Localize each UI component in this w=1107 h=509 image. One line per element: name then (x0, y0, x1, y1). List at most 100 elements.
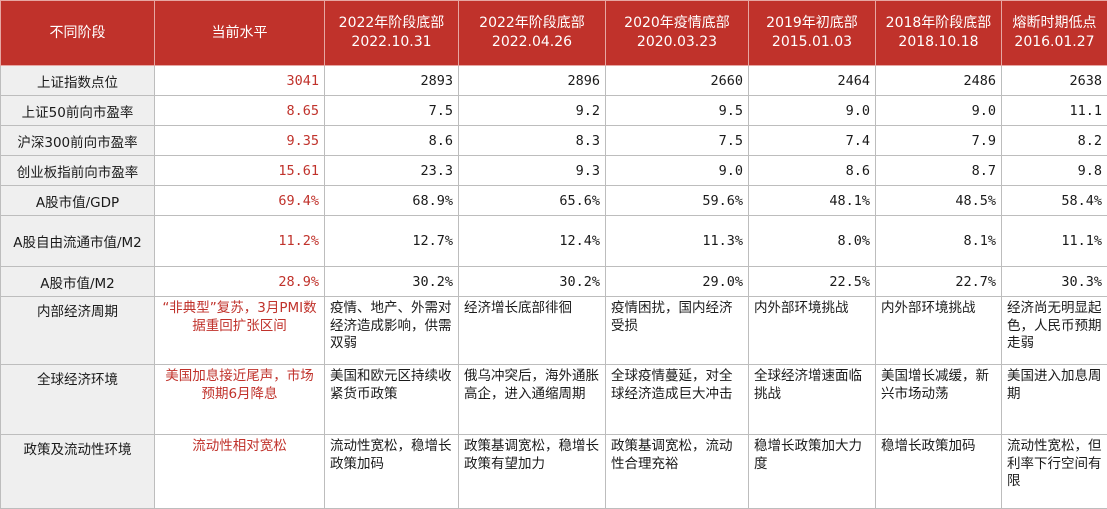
table-cell: 疫情、地产、外需对经济造成影响，供需双弱 (325, 297, 459, 365)
table-cell: 政策基调宽松，流动性合理充裕 (606, 435, 749, 509)
table-cell: 全球经济增速面临挑战 (749, 365, 876, 435)
current-value-cell: 28.9% (155, 267, 325, 297)
table-cell: 59.6% (606, 186, 749, 216)
table-cell: 11.3% (606, 216, 749, 267)
table-cell: 9.0 (606, 156, 749, 186)
current-value-cell: 9.35 (155, 126, 325, 156)
header-current: 当前水平 (155, 1, 325, 66)
table-cell: 8.6 (325, 126, 459, 156)
table-cell: 58.4% (1002, 186, 1107, 216)
table-cell: 2896 (459, 66, 606, 96)
table-cell: 11.1 (1002, 96, 1107, 126)
table-cell: 内外部环境挑战 (876, 297, 1002, 365)
table-cell: 2893 (325, 66, 459, 96)
table-cell: 8.7 (876, 156, 1002, 186)
table-cell: 7.5 (606, 126, 749, 156)
table-cell: 30.2% (325, 267, 459, 297)
table-cell: 9.5 (606, 96, 749, 126)
row-label: 沪深300前向市盈率 (1, 126, 155, 156)
header-line1: 不同阶段 (6, 24, 149, 43)
header-line1: 2022年阶段底部 (330, 14, 453, 33)
header-date: 2016.01.27 (1007, 33, 1102, 52)
table-cell: 全球疫情蔓延，对全球经济造成巨大冲击 (606, 365, 749, 435)
table-cell: 48.5% (876, 186, 1002, 216)
table-row: 内部经济周期“非典型”复苏，3月PMI数据重回扩张区间疫情、地产、外需对经济造成… (1, 297, 1107, 365)
table-cell: 7.4 (749, 126, 876, 156)
table-cell: 2486 (876, 66, 1002, 96)
table-cell: 9.3 (459, 156, 606, 186)
header-line1: 熔断时期低点 (1007, 14, 1102, 33)
row-label: 上证50前向市盈率 (1, 96, 155, 126)
table-cell: 22.7% (876, 267, 1002, 297)
table-cell: 疫情困扰，国内经济受损 (606, 297, 749, 365)
current-value-cell: 流动性相对宽松 (155, 435, 325, 509)
current-value-cell: 11.2% (155, 216, 325, 267)
table-cell: 11.1% (1002, 216, 1107, 267)
current-value-cell: 8.65 (155, 96, 325, 126)
table-cell: 9.8 (1002, 156, 1107, 186)
table-cell: 政策基调宽松，稳增长政策有望加力 (459, 435, 606, 509)
table-cell: 8.6 (749, 156, 876, 186)
row-label: A股市值/M2 (1, 267, 155, 297)
header-date: 2022.10.31 (330, 33, 453, 52)
table-cell: 美国增长减缓，新兴市场动荡 (876, 365, 1002, 435)
table-cell: 9.2 (459, 96, 606, 126)
header-line1: 2018年阶段底部 (881, 14, 996, 33)
header-date: 2022.04.26 (464, 33, 600, 52)
table-cell: 30.3% (1002, 267, 1107, 297)
header-line1: 2022年阶段底部 (464, 14, 600, 33)
table-cell: 29.0% (606, 267, 749, 297)
table-cell: 流动性宽松，但利率下行空间有限 (1002, 435, 1107, 509)
table-cell: 8.2 (1002, 126, 1107, 156)
current-value-cell: 美国加息接近尾声，市场预期6月降息 (155, 365, 325, 435)
table-cell: 美国进入加息周期 (1002, 365, 1107, 435)
table-cell: 22.5% (749, 267, 876, 297)
row-label: 政策及流动性环境 (1, 435, 155, 509)
current-value-cell: 3041 (155, 66, 325, 96)
table-row: 全球经济环境美国加息接近尾声，市场预期6月降息美国和欧元区持续收紧货币政策俄乌冲… (1, 365, 1107, 435)
table-cell: 内外部环境挑战 (749, 297, 876, 365)
header-date: 2020.03.23 (611, 33, 743, 52)
header-line1: 2019年初底部 (754, 14, 870, 33)
row-label: A股市值/GDP (1, 186, 155, 216)
table-cell: 30.2% (459, 267, 606, 297)
table-cell: 2660 (606, 66, 749, 96)
row-label: 内部经济周期 (1, 297, 155, 365)
header-stage: 不同阶段 (1, 1, 155, 66)
table-cell: 9.0 (749, 96, 876, 126)
table-cell: 稳增长政策加码 (876, 435, 1002, 509)
row-label: A股自由流通市值/M2 (1, 216, 155, 267)
table-cell: 稳增长政策加大力度 (749, 435, 876, 509)
table-cell: 12.4% (459, 216, 606, 267)
table-cell: 2464 (749, 66, 876, 96)
row-label: 上证指数点位 (1, 66, 155, 96)
row-label: 创业板指前向市盈率 (1, 156, 155, 186)
table-cell: 23.3 (325, 156, 459, 186)
table-cell: 经济尚无明显起色，人民币预期走弱 (1002, 297, 1107, 365)
table-cell: 65.6% (459, 186, 606, 216)
table-cell: 8.0% (749, 216, 876, 267)
row-label: 全球经济环境 (1, 365, 155, 435)
table-cell: 8.3 (459, 126, 606, 156)
current-value-cell: “非典型”复苏，3月PMI数据重回扩张区间 (155, 297, 325, 365)
table-cell: 流动性宽松，稳增长政策加码 (325, 435, 459, 509)
table-cell: 12.7% (325, 216, 459, 267)
header-line1: 2020年疫情底部 (611, 14, 743, 33)
table-cell: 7.5 (325, 96, 459, 126)
table-cell: 俄乌冲突后，海外通胀高企，进入通缩周期 (459, 365, 606, 435)
